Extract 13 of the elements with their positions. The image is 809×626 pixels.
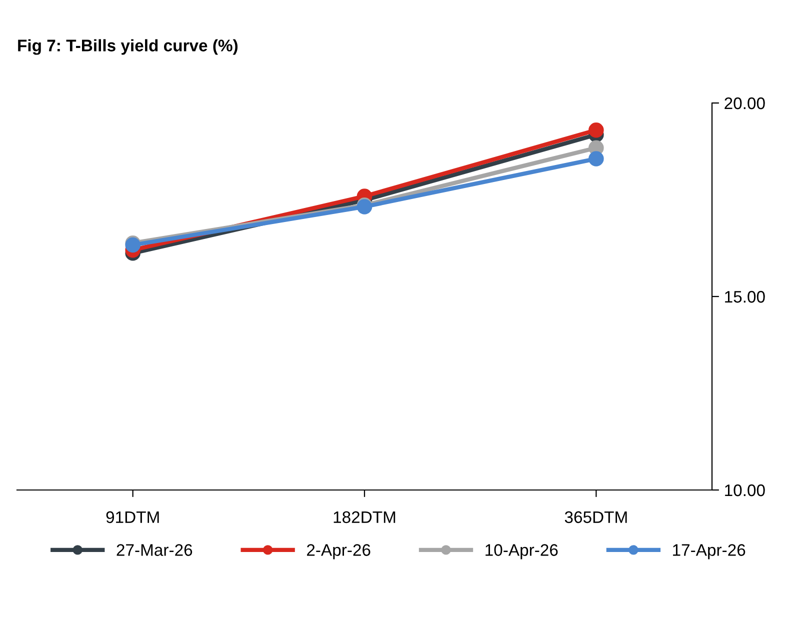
- x-tick-label: 365DTM: [564, 511, 627, 524]
- legend-label: 10-Apr-26: [486, 544, 558, 560]
- x-tick-label: 182DTM: [334, 511, 396, 524]
- chart-title: Fig 7: T-Bills yield curve (%): [18, 39, 238, 55]
- point: [588, 151, 604, 166]
- x-tick-label: 91DTM: [106, 511, 159, 524]
- y-tick-label: 20.00: [724, 97, 765, 110]
- y-tick-label: 15.00: [725, 290, 765, 303]
- point: [588, 122, 604, 138]
- legend-label: 27-Mar-26: [116, 544, 192, 556]
- legend-label: 17-Apr-26: [673, 544, 746, 560]
- y-tick-label: 10.00: [725, 484, 765, 496]
- legend-label: 2-Apr-26: [307, 544, 370, 560]
